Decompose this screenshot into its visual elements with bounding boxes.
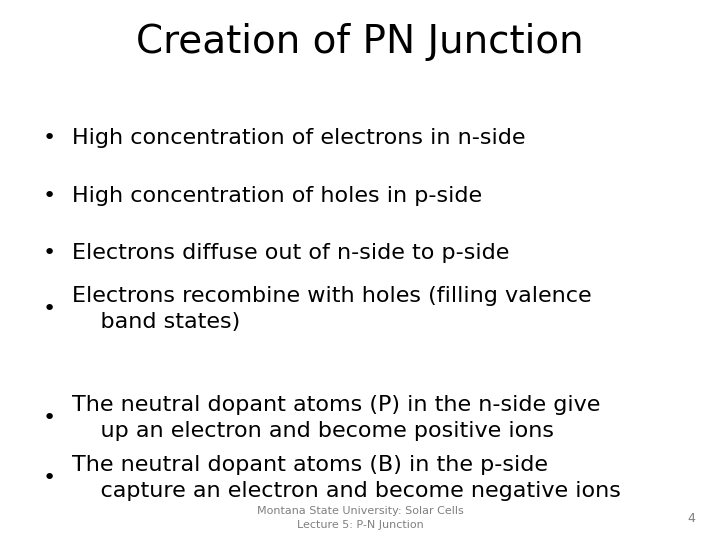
Text: High concentration of holes in p-side: High concentration of holes in p-side bbox=[72, 186, 482, 206]
Text: The neutral dopant atoms (P) in the n-side give
    up an electron and become po: The neutral dopant atoms (P) in the n-si… bbox=[72, 395, 600, 441]
Text: Electrons recombine with holes (filling valence
    band states): Electrons recombine with holes (filling … bbox=[72, 286, 592, 332]
Text: •: • bbox=[42, 299, 55, 319]
Text: Electrons diffuse out of n-side to p-side: Electrons diffuse out of n-side to p-sid… bbox=[72, 243, 509, 263]
Text: •: • bbox=[42, 468, 55, 488]
Text: Creation of PN Junction: Creation of PN Junction bbox=[136, 23, 584, 61]
Text: High concentration of electrons in n-side: High concentration of electrons in n-sid… bbox=[72, 128, 526, 148]
Text: •: • bbox=[42, 186, 55, 206]
Text: •: • bbox=[42, 408, 55, 428]
Text: Montana State University: Solar Cells
Lecture 5: P-N Junction: Montana State University: Solar Cells Le… bbox=[256, 507, 464, 530]
Text: The neutral dopant atoms (B) in the p-side
    capture an electron and become ne: The neutral dopant atoms (B) in the p-si… bbox=[72, 455, 621, 501]
Text: 4: 4 bbox=[687, 511, 695, 524]
Text: •: • bbox=[42, 243, 55, 263]
Text: •: • bbox=[42, 128, 55, 148]
